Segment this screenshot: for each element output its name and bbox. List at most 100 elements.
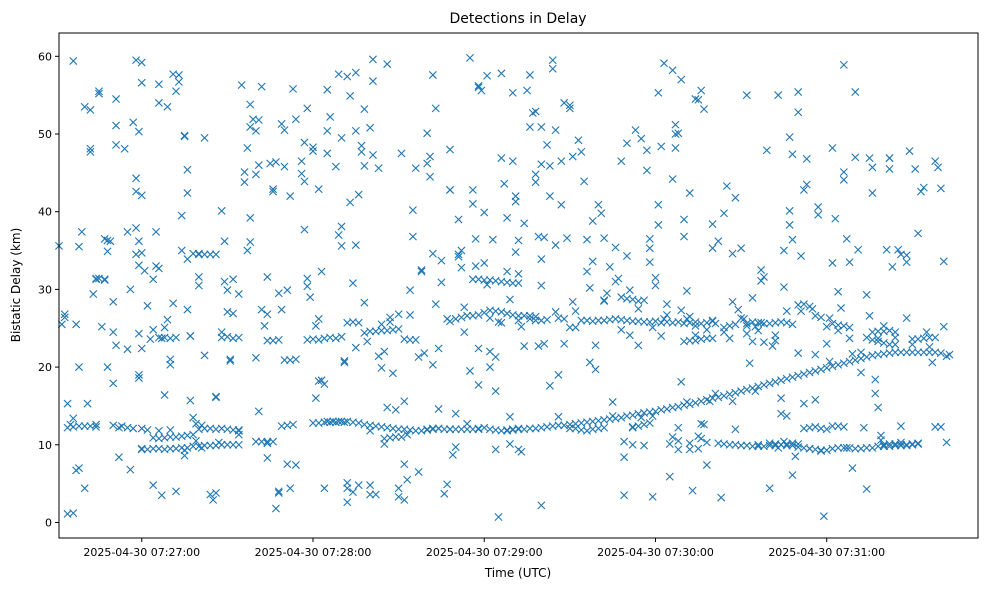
detection-marker bbox=[317, 376, 326, 385]
detection-marker bbox=[277, 119, 286, 128]
detection-marker bbox=[143, 301, 152, 310]
detection-marker bbox=[434, 424, 443, 433]
detection-marker bbox=[72, 320, 81, 329]
detection-marker bbox=[757, 318, 766, 327]
detection-marker bbox=[839, 422, 848, 431]
detection-marker bbox=[868, 335, 877, 344]
detection-marker bbox=[120, 144, 129, 153]
detection-marker bbox=[691, 95, 700, 104]
detection-marker bbox=[391, 405, 400, 414]
detection-marker bbox=[931, 422, 940, 431]
detection-marker bbox=[408, 232, 417, 241]
detection-marker bbox=[428, 360, 437, 369]
detection-marker bbox=[89, 290, 98, 299]
detection-marker bbox=[106, 237, 115, 246]
detection-marker bbox=[811, 422, 820, 431]
detection-marker bbox=[874, 403, 883, 412]
detection-marker bbox=[645, 244, 654, 253]
detection-marker bbox=[360, 328, 369, 337]
detection-marker bbox=[226, 356, 235, 365]
detection-marker bbox=[671, 130, 680, 138]
detection-marker bbox=[451, 409, 460, 418]
detection-marker bbox=[931, 333, 940, 342]
detection-marker bbox=[654, 200, 663, 209]
detection-marker bbox=[785, 220, 794, 229]
detection-marker bbox=[414, 467, 423, 476]
detection-marker bbox=[306, 293, 315, 302]
detection-marker bbox=[677, 75, 686, 84]
detection-marker bbox=[431, 104, 440, 113]
detection-marker bbox=[443, 314, 452, 323]
detection-marker bbox=[708, 220, 717, 229]
detection-marker bbox=[728, 297, 737, 306]
detection-marker bbox=[311, 321, 320, 330]
detection-marker bbox=[491, 426, 500, 434]
detection-marker bbox=[434, 405, 443, 414]
detection-marker bbox=[931, 157, 940, 166]
detection-marker bbox=[645, 419, 654, 428]
detection-marker bbox=[485, 363, 494, 372]
detection-marker bbox=[74, 242, 83, 251]
detection-marker bbox=[936, 349, 945, 358]
detection-marker bbox=[263, 437, 272, 446]
detection-marker bbox=[480, 208, 489, 217]
detection-marker bbox=[300, 225, 309, 234]
detection-marker bbox=[928, 358, 937, 367]
detection-marker bbox=[811, 311, 820, 320]
detection-marker bbox=[126, 285, 135, 294]
x-tick-label: 2025-04-30 07:30:00 bbox=[597, 546, 714, 559]
detection-marker bbox=[868, 189, 877, 198]
detection-marker bbox=[640, 296, 649, 305]
detection-marker bbox=[531, 178, 540, 187]
detection-marker bbox=[594, 316, 603, 325]
detection-marker bbox=[297, 169, 306, 178]
detection-marker bbox=[357, 141, 366, 150]
detection-marker bbox=[134, 237, 143, 246]
detection-marker bbox=[720, 391, 728, 400]
detection-marker bbox=[851, 153, 860, 162]
detection-marker bbox=[311, 394, 320, 403]
detection-marker bbox=[303, 274, 312, 283]
detection-marker bbox=[411, 426, 420, 435]
detection-marker bbox=[366, 490, 375, 499]
detection-marker bbox=[446, 425, 454, 434]
detection-marker bbox=[254, 407, 263, 416]
detection-marker bbox=[871, 375, 880, 384]
detection-marker bbox=[808, 304, 817, 313]
detection-marker bbox=[514, 424, 523, 433]
detection-marker bbox=[748, 442, 757, 451]
detection-marker bbox=[511, 197, 520, 206]
detection-marker bbox=[851, 356, 860, 365]
detection-marker bbox=[406, 335, 415, 344]
detection-marker bbox=[503, 213, 512, 222]
detection-marker bbox=[474, 311, 483, 320]
detection-marker bbox=[794, 371, 803, 380]
detection-marker bbox=[86, 144, 95, 153]
detection-marker bbox=[842, 443, 851, 452]
detection-marker bbox=[508, 279, 517, 288]
detection-marker bbox=[468, 199, 477, 208]
detection-marker bbox=[383, 403, 392, 412]
detection-marker bbox=[782, 307, 791, 316]
detection-marker bbox=[83, 399, 92, 408]
detection-marker bbox=[251, 170, 260, 179]
detection-marker bbox=[180, 451, 189, 460]
detection-marker bbox=[92, 420, 101, 429]
detection-marker bbox=[856, 348, 865, 357]
detection-marker bbox=[571, 424, 580, 433]
detection-marker bbox=[283, 286, 292, 295]
detection-marker bbox=[74, 363, 83, 372]
detection-marker bbox=[537, 281, 546, 290]
detection-marker bbox=[263, 439, 272, 448]
detection-marker bbox=[571, 323, 580, 332]
detection-marker bbox=[856, 368, 865, 377]
detection-marker bbox=[879, 442, 888, 451]
detection-marker bbox=[348, 488, 357, 497]
detection-marker bbox=[63, 399, 72, 408]
detection-marker bbox=[822, 425, 831, 434]
detection-marker bbox=[251, 353, 260, 362]
detection-marker bbox=[557, 200, 566, 209]
detection-marker bbox=[354, 419, 363, 428]
detection-marker bbox=[628, 317, 637, 326]
detection-marker bbox=[754, 440, 763, 449]
